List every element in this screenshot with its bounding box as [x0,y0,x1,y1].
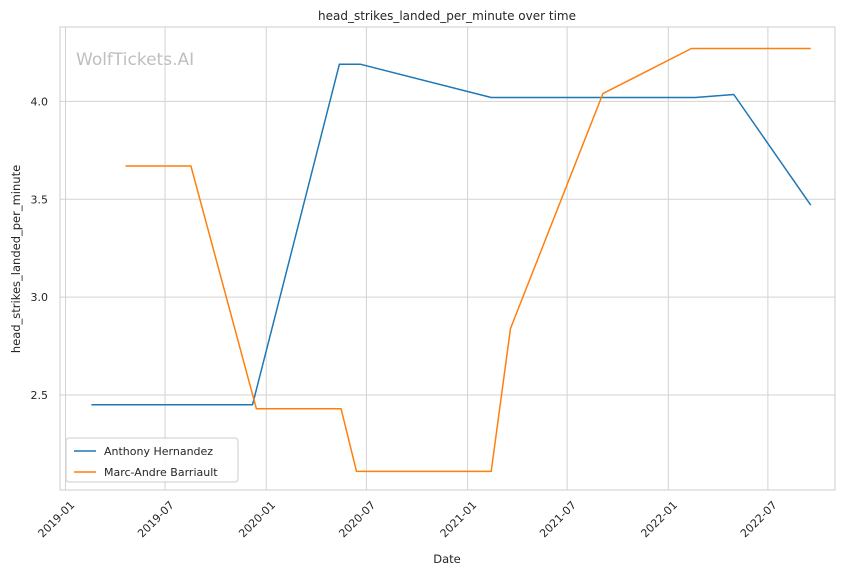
watermark: WolfTickets.AI [76,50,194,70]
series-line-1 [125,47,811,473]
chart-title: head_strikes_landed_per_minute over time [318,9,576,23]
y-tick-label: 3.0 [31,291,49,304]
legend-box [65,437,239,483]
plot-area-frame [59,26,836,491]
y-tick-label: 2.5 [31,389,49,402]
series-group [91,47,812,473]
y-tick-label: 4.0 [31,95,49,108]
x-axis-title: Date [433,552,461,566]
legend-label-0: Anthony Hernandez [104,445,213,458]
grid [60,27,835,490]
y-tick-label: 3.5 [31,193,49,206]
y-tick-labels: 2.5 3.0 3.5 4.0 [31,95,49,402]
series-line-0 [91,63,812,406]
legend-label-1: Marc-Andre Barriault [104,466,218,479]
legend: Anthony Hernandez Marc-Andre Barriault [65,437,239,483]
y-axis-title: head_strikes_landed_per_minute [9,165,23,353]
